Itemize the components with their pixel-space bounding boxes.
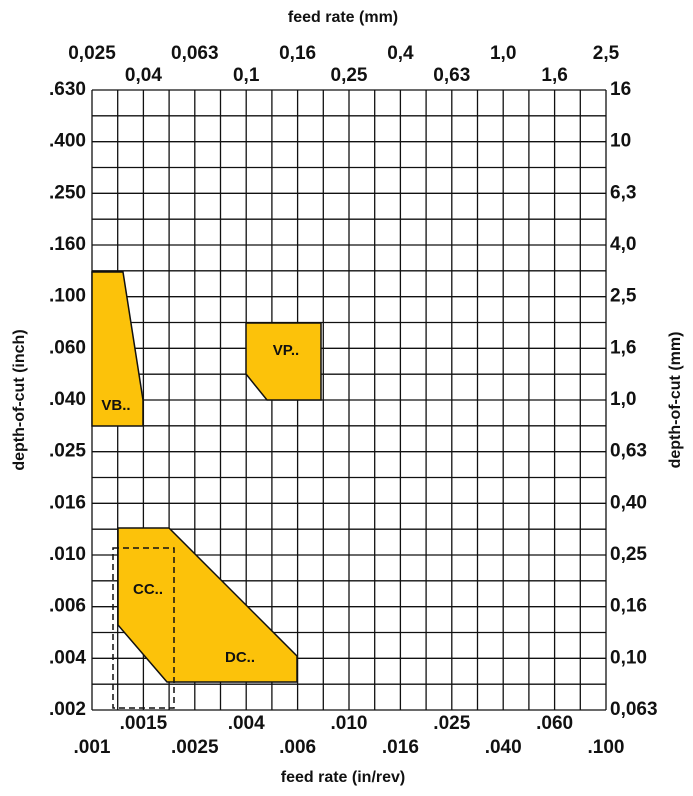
tick-label: .040 <box>49 389 86 410</box>
tick-label: 0,40 <box>610 492 647 513</box>
tick-label: 0,10 <box>610 647 647 668</box>
tick-label: .250 <box>49 182 86 203</box>
vp-region <box>245 322 322 401</box>
tick-label: 0,4 <box>387 43 414 64</box>
cc-region <box>112 547 175 709</box>
tick-label: .040 <box>485 737 522 758</box>
axis-title: depth-of-cut (mm) <box>667 332 684 469</box>
tick-label: 6,3 <box>610 182 636 203</box>
tick-label: .100 <box>588 737 625 758</box>
tick-label: 2,5 <box>593 43 620 64</box>
tick-label: .025 <box>49 441 86 462</box>
tick-label: 0,063 <box>610 699 658 720</box>
region-label: VP.. <box>273 342 299 359</box>
tick-label: .016 <box>382 737 419 758</box>
tick-label: 0,16 <box>279 43 316 64</box>
tick-label: 0,1 <box>233 65 260 86</box>
tick-label: .001 <box>74 737 111 758</box>
tick-label: .004 <box>49 647 86 668</box>
tick-label: 16 <box>610 79 631 100</box>
dc-region <box>117 527 298 683</box>
tick-label: .0015 <box>120 713 168 734</box>
tick-label: .060 <box>536 713 573 734</box>
tick-label: .025 <box>433 713 470 734</box>
tick-label: 1,0 <box>610 389 636 410</box>
tick-label: 0,16 <box>610 596 647 617</box>
tick-label: 0,25 <box>331 65 368 86</box>
region-label: CC.. <box>133 581 163 598</box>
tick-label: 10 <box>610 131 631 152</box>
axis-title: feed rate (in/rev) <box>281 769 405 786</box>
tick-label: .004 <box>228 713 265 734</box>
tick-label: 1,0 <box>490 43 516 64</box>
tick-label: .630 <box>49 79 86 100</box>
tick-label: 2,5 <box>610 286 637 307</box>
axis-title: depth-of-cut (inch) <box>11 329 28 470</box>
tick-label: 1,6 <box>610 337 636 358</box>
tick-label: 4,0 <box>610 234 636 255</box>
tick-label: .016 <box>49 492 86 513</box>
tick-label: 0,063 <box>171 43 219 64</box>
region-label: DC.. <box>225 649 255 666</box>
tick-label: .010 <box>331 713 368 734</box>
grid <box>91 89 607 711</box>
tick-label: .160 <box>49 234 86 255</box>
tick-label: 0,04 <box>125 65 162 86</box>
tick-label: 0,25 <box>610 544 647 565</box>
tick-label: 1,6 <box>541 65 567 86</box>
tick-label: .010 <box>49 544 86 565</box>
vb-region <box>91 271 144 427</box>
tick-label: .0025 <box>171 737 219 758</box>
tick-label: .006 <box>49 596 86 617</box>
tick-label: .060 <box>49 337 86 358</box>
axis-title: feed rate (mm) <box>288 9 398 26</box>
tick-label: 0,63 <box>610 441 647 462</box>
tick-label: 0,63 <box>433 65 470 86</box>
tick-label: .006 <box>279 737 316 758</box>
tick-label: .002 <box>49 699 86 720</box>
region-label: VB.. <box>101 397 130 414</box>
tick-label: .400 <box>49 131 86 152</box>
tick-label: 0,025 <box>68 43 116 64</box>
tick-label: .100 <box>49 286 86 307</box>
